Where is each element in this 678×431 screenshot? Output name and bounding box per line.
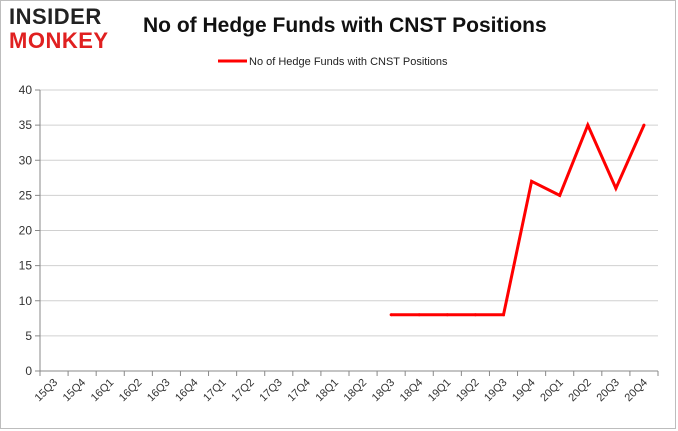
x-tick-label: 17Q2 [229,377,257,405]
data-point [558,193,562,197]
x-tick-label: 20Q3 [594,377,622,405]
x-tick-label: 18Q2 [342,377,370,405]
x-tick-label: 18Q4 [398,377,426,405]
y-tick-label: 35 [19,118,33,132]
x-tick-label: 17Q3 [257,377,285,405]
x-tick-label: 20Q2 [566,377,594,405]
data-point [586,123,590,127]
data-point [445,313,449,317]
legend: No of Hedge Funds with CNST Positions [218,56,448,68]
y-tick-label: 20 [19,224,33,238]
x-tick-label: 15Q3 [33,377,61,405]
x-tick-label: 15Q4 [61,377,89,405]
data-point [417,313,421,317]
data-point [642,123,646,127]
x-tick-label: 17Q1 [201,377,229,405]
y-tick-label: 0 [25,364,32,378]
data-point [530,179,534,183]
y-tick-label: 10 [19,294,33,308]
x-tick-label: 19Q4 [510,377,538,405]
x-tick-label: 20Q4 [623,377,651,405]
data-point [389,313,393,317]
insider-monkey-logo: INSIDER MONKEY [9,6,127,54]
x-axis-ticks: 15Q3 15Q4 16Q1 16Q2 16Q3 16Q4 17Q1 17Q2 17Q3 17Q4… [33,371,659,405]
x-tick-label: 16Q3 [145,377,173,405]
y-tick-label: 25 [19,188,33,202]
series-line [391,121,646,317]
x-tick-label: 16Q2 [117,377,145,405]
x-tick-label: 16Q4 [173,377,201,405]
x-tick-label: 18Q1 [314,377,342,405]
y-tick-label: 5 [25,329,32,343]
x-tick-label: 20Q1 [538,377,566,405]
logo-line-2: MONKEY [9,28,109,53]
data-point [502,313,505,317]
y-tick-label: 15 [19,259,33,273]
series-layer [389,121,646,317]
y-tick-label: 40 [19,83,33,97]
x-tick-label: 16Q1 [89,377,117,405]
x-tick-label: 19Q2 [454,377,482,405]
legend-label: No of Hedge Funds with CNST Positions [249,56,448,68]
x-tick-label: 19Q3 [482,377,510,405]
data-point [614,186,618,190]
chart-title: No of Hedge Funds with CNST Positions [143,14,547,37]
x-tick-label: 18Q3 [370,377,398,405]
y-axis-ticks: 0 5 10 15 20 25 30 35 40 [19,83,40,378]
gridlines [39,89,658,372]
logo-line-1: INSIDER [9,4,102,29]
x-tick-label: 17Q4 [285,377,313,405]
y-tick-label: 30 [19,153,33,167]
data-point [473,313,477,317]
x-tick-label: 19Q1 [426,377,454,405]
